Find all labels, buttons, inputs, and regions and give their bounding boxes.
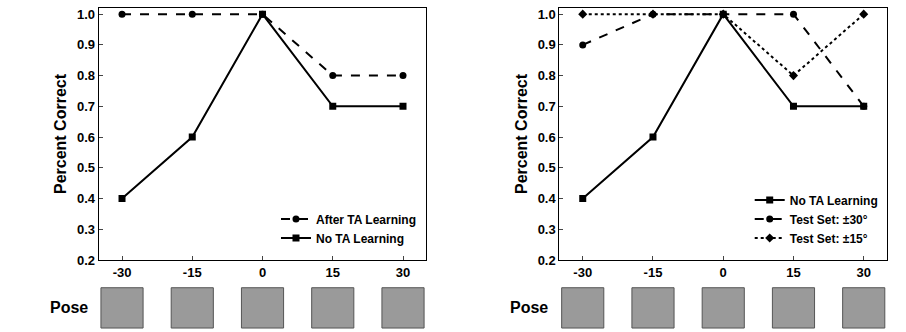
svg-text:0.8: 0.8: [77, 68, 95, 83]
svg-text:15: 15: [326, 265, 340, 280]
svg-text:0.6: 0.6: [77, 130, 95, 145]
svg-text:30: 30: [856, 265, 870, 280]
svg-text:0.9: 0.9: [538, 37, 556, 52]
svg-text:-15: -15: [183, 265, 202, 280]
svg-text:0.6: 0.6: [538, 130, 556, 145]
svg-text:No TA Learning: No TA Learning: [790, 194, 878, 208]
svg-text:0.2: 0.2: [77, 253, 95, 268]
svg-text:0.7: 0.7: [538, 99, 556, 114]
svg-text:0.3: 0.3: [538, 222, 556, 237]
svg-text:Percent Correct: Percent Correct: [513, 73, 530, 194]
svg-text:1.0: 1.0: [77, 7, 95, 22]
svg-text:Pose: Pose: [50, 299, 88, 316]
svg-text:30: 30: [396, 265, 410, 280]
svg-text:-30: -30: [573, 265, 592, 280]
svg-text:0.4: 0.4: [538, 191, 557, 206]
svg-text:Percent Correct: Percent Correct: [52, 73, 69, 194]
svg-text:0.2: 0.2: [538, 253, 556, 268]
svg-text:After TA Learning: After TA Learning: [316, 213, 416, 227]
svg-text:0: 0: [259, 265, 266, 280]
svg-text:0.4: 0.4: [77, 191, 96, 206]
svg-text:-15: -15: [644, 265, 663, 280]
svg-text:0.5: 0.5: [77, 160, 95, 175]
svg-text:0.5: 0.5: [538, 160, 556, 175]
svg-text:Pose: Pose: [510, 299, 548, 316]
svg-text:0.3: 0.3: [77, 222, 95, 237]
svg-text:Test Set: ±15°: Test Set: ±15°: [790, 232, 868, 246]
svg-text:15: 15: [786, 265, 800, 280]
svg-text:1.0: 1.0: [538, 7, 556, 22]
svg-text:Test Set: ±30°: Test Set: ±30°: [790, 213, 868, 227]
svg-text:0.9: 0.9: [77, 37, 95, 52]
svg-text:0: 0: [720, 265, 727, 280]
svg-text:No TA Learning: No TA Learning: [316, 232, 404, 246]
svg-text:0.7: 0.7: [77, 99, 95, 114]
svg-text:-30: -30: [113, 265, 132, 280]
svg-text:0.8: 0.8: [538, 68, 556, 83]
